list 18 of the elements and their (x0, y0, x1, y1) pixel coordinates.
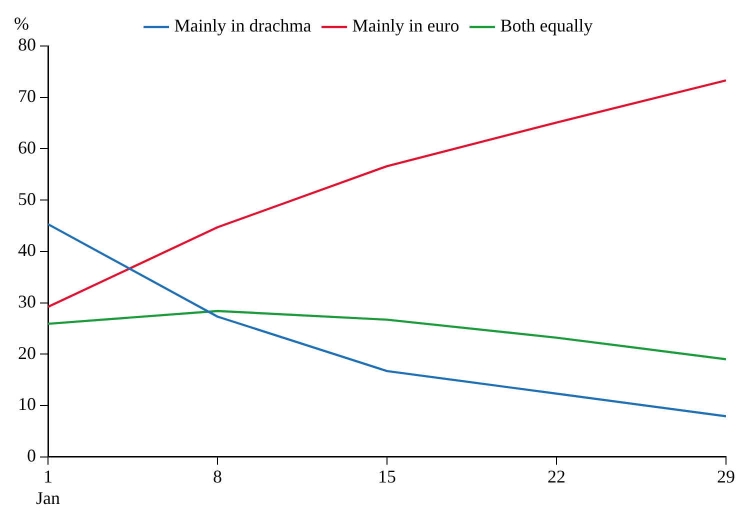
legend-label: Mainly in euro (352, 16, 460, 36)
legend-label: Mainly in drachma (174, 16, 312, 36)
x-tick-label: 15 (378, 466, 396, 486)
y-tick-label: 20 (18, 342, 36, 363)
y-tick-label: 70 (18, 86, 36, 106)
y-tick-label: 40 (18, 240, 36, 260)
y-tick-label: 30 (18, 291, 36, 312)
x-tick-label: 1 Jan (36, 466, 60, 508)
y-tick-label: 80 (18, 34, 36, 55)
x-tick-label: 29 (717, 466, 735, 486)
x-tick-label: 8 (213, 466, 222, 486)
x-tick-label: 22 (548, 466, 566, 486)
y-tick-label: 0 (27, 446, 36, 466)
y-tick-label: 10 (18, 394, 36, 414)
y-tick-label: 50 (18, 188, 36, 209)
legend-label: Both equally (500, 16, 593, 36)
y-tick-label: 60 (18, 137, 36, 158)
y-axis-title: % (14, 14, 29, 34)
